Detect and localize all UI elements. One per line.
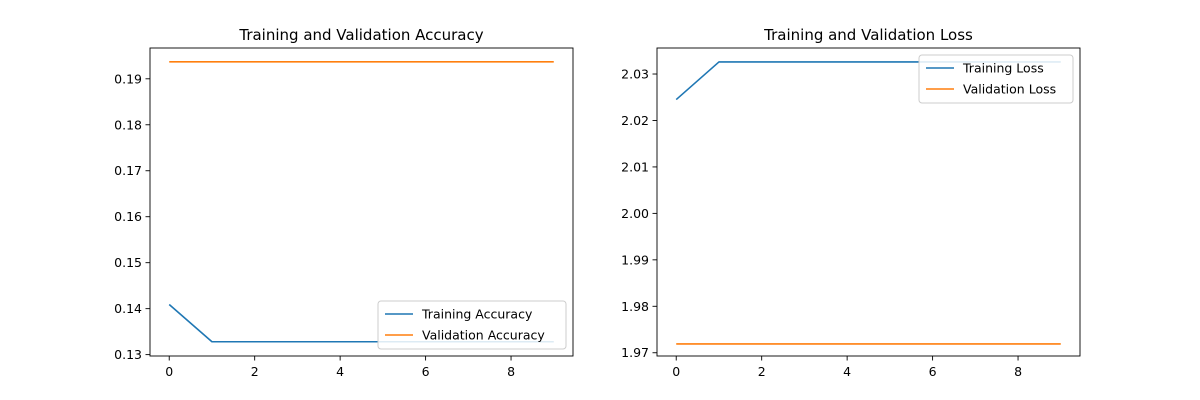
- x-tick-label: 4: [336, 364, 344, 379]
- legend: Training Accuracy Validation Accuracy: [377, 300, 567, 350]
- x-tick-label: 2: [251, 364, 259, 379]
- chart-title: Training and Validation Accuracy: [238, 26, 483, 44]
- chart-panel-2: Training and Validation Loss 0 2 4 6 8 1.97 1.9…: [621, 26, 1081, 379]
- y-tick-label: 1.98: [621, 299, 649, 314]
- y-tick-label: 0.17: [114, 163, 142, 178]
- legend-label-1: Training Loss: [962, 61, 1044, 76]
- y-tick-label: 2.01: [621, 159, 649, 174]
- legend: Training Loss Validation Loss: [918, 54, 1074, 104]
- x-tick-label: 2: [758, 364, 766, 379]
- y-tick-label: 2.03: [621, 67, 649, 82]
- y-tick-label: 2.02: [621, 113, 649, 128]
- chart-title: Training and Validation Loss: [763, 26, 973, 44]
- y-tick-label: 0.16: [114, 209, 142, 224]
- legend-label-2: Validation Accuracy: [422, 328, 545, 343]
- y-tick-label: 0.13: [114, 347, 142, 362]
- y-tick-label: 0.19: [114, 71, 142, 86]
- y-tick-label: 0.18: [114, 117, 142, 132]
- chart-panel-1: Training and Validation Accuracy 0 2 4 6 8 0.1…: [114, 26, 574, 379]
- legend-label-2: Validation Loss: [963, 82, 1056, 97]
- x-tick-label: 6: [929, 364, 937, 379]
- x-tick-label: 0: [672, 364, 680, 379]
- y-tick-label: 2.00: [621, 206, 649, 221]
- y-tick-label: 1.97: [621, 345, 649, 360]
- x-tick-label: 4: [843, 364, 851, 379]
- y-tick-label: 0.15: [114, 255, 142, 270]
- x-tick-label: 6: [422, 364, 430, 379]
- legend-label-1: Training Accuracy: [421, 307, 533, 322]
- y-tick-label: 0.14: [114, 301, 142, 316]
- x-tick-label: 8: [1014, 364, 1022, 379]
- legend-box: [377, 300, 567, 350]
- y-tick-label: 1.99: [621, 252, 649, 267]
- x-tick-label: 8: [507, 364, 515, 379]
- x-tick-label: 0: [165, 364, 173, 379]
- plot-frame: [656, 47, 1081, 357]
- plot-frame: [149, 47, 574, 357]
- legend-box: [918, 54, 1074, 104]
